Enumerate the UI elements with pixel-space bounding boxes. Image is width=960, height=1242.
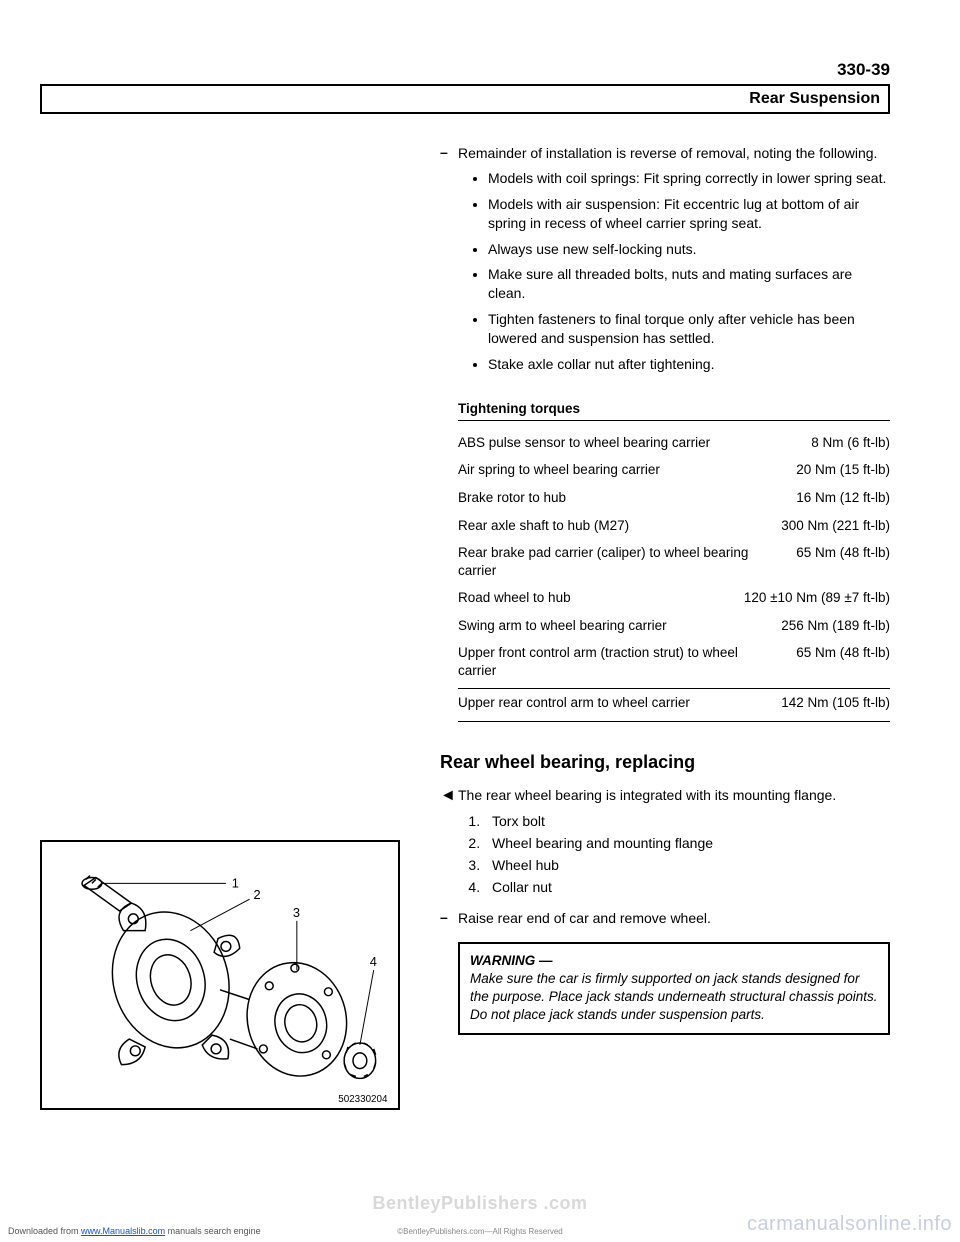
torque-value: 256 Nm (189 ft-lb): [781, 617, 890, 635]
instruction-text: Remainder of installation is reverse of …: [458, 144, 890, 381]
warning-label: WARNING —: [470, 953, 553, 968]
callout-1: 1: [232, 875, 239, 890]
figure-wheel-bearing: 1 2 3 4 502330204: [40, 840, 400, 1110]
torque-value: 65 Nm (48 ft-lb): [796, 644, 890, 679]
main-column: – Remainder of installation is reverse o…: [440, 144, 890, 1035]
parts-list-item: Collar nut: [484, 879, 890, 895]
page-number: 330-39: [40, 60, 890, 80]
parts-list: Torx bolt Wheel bearing and mounting fla…: [484, 813, 890, 895]
instruction-intro: Remainder of installation is reverse of …: [458, 145, 877, 161]
subsection-title: Rear wheel bearing, replacing: [440, 752, 890, 773]
parts-list-item: Wheel hub: [484, 857, 890, 873]
torque-row: Rear axle shaft to hub (M27) 300 Nm (221…: [458, 512, 890, 540]
footer-source-link[interactable]: www.Manualslib.com: [81, 1226, 165, 1236]
step-block: – Raise rear end of car and remove wheel…: [440, 909, 890, 928]
bullet-list: Models with coil springs: Fit spring cor…: [488, 169, 890, 374]
torque-value: 65 Nm (48 ft-lb): [796, 544, 890, 579]
bullet-item: Stake axle collar nut after tightening.: [488, 355, 890, 374]
torque-value: 8 Nm (6 ft-lb): [811, 434, 890, 452]
torque-label: Upper front control arm (traction strut)…: [458, 644, 796, 679]
parts-list-item: Wheel bearing and mounting flange: [484, 835, 890, 851]
watermark-right: carmanualsonline.info: [747, 1213, 952, 1236]
footer-source: Downloaded from www.Manualslib.com manua…: [8, 1226, 261, 1236]
torque-label: ABS pulse sensor to wheel bearing carrie…: [458, 434, 811, 452]
section-header: Rear Suspension: [40, 84, 890, 114]
torque-value: 20 Nm (15 ft-lb): [796, 461, 890, 479]
torque-row: ABS pulse sensor to wheel bearing carrie…: [458, 429, 890, 457]
bullet-item: Always use new self-locking nuts.: [488, 240, 890, 259]
bullet-item: Make sure all threaded bolts, nuts and m…: [488, 265, 890, 303]
torque-value: 300 Nm (221 ft-lb): [781, 517, 890, 535]
torque-row: Upper rear control arm to wheel carrier …: [458, 689, 890, 717]
torque-label: Brake rotor to hub: [458, 489, 796, 507]
figure-id: 502330204: [338, 1094, 388, 1105]
warning-box: WARNING — Make sure the car is firmly su…: [458, 942, 890, 1035]
callout-2: 2: [253, 887, 260, 902]
torque-row: Road wheel to hub 120 ±10 Nm (89 ±7 ft-l…: [458, 584, 890, 612]
torque-label: Rear axle shaft to hub (M27): [458, 517, 781, 535]
torque-row: Brake rotor to hub 16 Nm (12 ft-lb): [458, 484, 890, 512]
torque-table: Tightening torques ABS pulse sensor to w…: [458, 401, 890, 722]
footer-publisher-watermark: BentleyPublishers .com: [0, 1193, 960, 1214]
torque-label: Swing arm to wheel bearing carrier: [458, 617, 781, 635]
pointer-line: ◄ The rear wheel bearing is integrated w…: [440, 787, 890, 805]
pointer-arrow-icon: ◄: [440, 787, 458, 805]
footer-source-pre: Downloaded from: [8, 1226, 81, 1236]
torque-label: Rear brake pad carrier (caliper) to whee…: [458, 544, 796, 579]
torque-label: Upper rear control arm to wheel carrier: [458, 694, 781, 712]
torque-row: Rear brake pad carrier (caliper) to whee…: [458, 539, 890, 584]
torque-row: Upper front control arm (traction strut)…: [458, 639, 890, 684]
callout-4: 4: [370, 954, 377, 969]
dash-marker: –: [440, 144, 458, 381]
bullet-item: Models with coil springs: Fit spring cor…: [488, 169, 890, 188]
torque-label: Road wheel to hub: [458, 589, 744, 607]
warning-text: Make sure the car is firmly supported on…: [470, 971, 877, 1022]
torque-value: 120 ±10 Nm (89 ±7 ft-lb): [744, 589, 890, 607]
step-text: Raise rear end of car and remove wheel.: [458, 909, 890, 928]
parts-list-item: Torx bolt: [484, 813, 890, 829]
footer-source-post: manuals search engine: [165, 1226, 261, 1236]
instruction-block: – Remainder of installation is reverse o…: [440, 144, 890, 381]
torque-divider: [458, 721, 890, 722]
torque-row: Air spring to wheel bearing carrier 20 N…: [458, 456, 890, 484]
callout-3: 3: [293, 905, 300, 920]
bullet-item: Models with air suspension: Fit eccentri…: [488, 195, 890, 233]
torque-value: 142 Nm (105 ft-lb): [781, 694, 890, 712]
torque-title: Tightening torques: [458, 401, 890, 421]
dash-marker: –: [440, 909, 458, 928]
torque-value: 16 Nm (12 ft-lb): [796, 489, 890, 507]
torque-label: Air spring to wheel bearing carrier: [458, 461, 796, 479]
torque-row: Swing arm to wheel bearing carrier 256 N…: [458, 612, 890, 640]
pointer-text: The rear wheel bearing is integrated wit…: [458, 787, 836, 805]
bullet-item: Tighten fasteners to final torque only a…: [488, 310, 890, 348]
